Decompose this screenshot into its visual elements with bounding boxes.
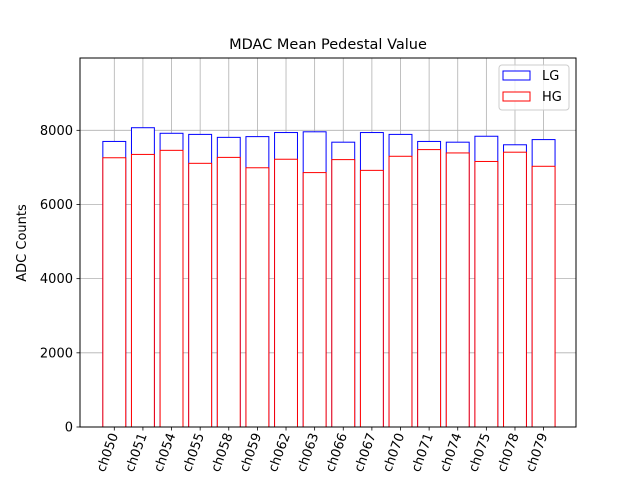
y-tick-label: 2000 bbox=[40, 346, 73, 361]
legend-swatch-lg bbox=[502, 70, 531, 81]
bars bbox=[102, 127, 556, 428]
plot-frame bbox=[79, 57, 577, 428]
chart-title: MDAC Mean Pedestal Value bbox=[229, 37, 427, 53]
bar-hg-ch050 bbox=[102, 157, 127, 428]
legend-label-lg: LG bbox=[542, 69, 559, 84]
bar-hg-ch075 bbox=[474, 160, 499, 428]
bar-hg-ch071 bbox=[417, 149, 442, 428]
bar-hg-ch062 bbox=[274, 158, 298, 428]
bar-hg-ch054 bbox=[159, 149, 184, 428]
y-tick-label: 8000 bbox=[40, 124, 73, 139]
bar-hg-ch078 bbox=[503, 151, 527, 428]
bar-hg-ch074 bbox=[445, 152, 470, 428]
bar-hg-ch059 bbox=[245, 167, 270, 428]
legend-swatch-hg bbox=[502, 91, 531, 102]
bar-hg-ch051 bbox=[130, 153, 155, 428]
y-axis-ticks: 0 2000 4000 6000 8000 bbox=[40, 124, 80, 436]
legend: LG HG bbox=[498, 64, 570, 111]
bar-hg-ch067 bbox=[359, 169, 384, 428]
y-tick-label: 6000 bbox=[40, 198, 73, 213]
bar-hg-ch066 bbox=[331, 159, 356, 428]
bar-hg-ch055 bbox=[188, 162, 213, 428]
legend-label-hg: HG bbox=[542, 90, 562, 105]
y-tick-label: 4000 bbox=[40, 272, 73, 287]
bar-hg-ch058 bbox=[216, 156, 241, 428]
y-axis-label: ADC Counts bbox=[15, 204, 30, 282]
bar-hg-ch079 bbox=[531, 165, 556, 428]
y-tick-label: 0 bbox=[65, 421, 73, 436]
bar-hg-ch063 bbox=[302, 172, 327, 428]
bar-hg-ch070 bbox=[388, 155, 413, 428]
